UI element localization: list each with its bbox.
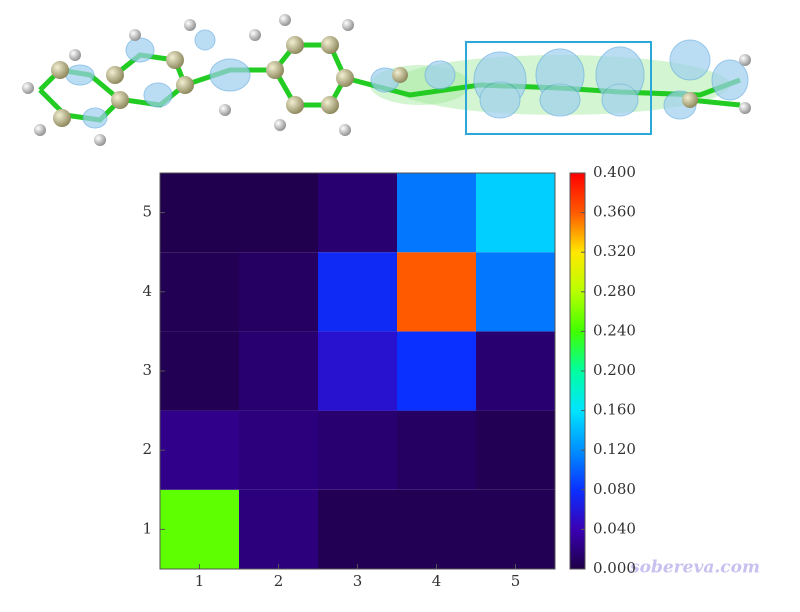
heatmap-cell bbox=[397, 410, 476, 490]
molecule-illustration bbox=[22, 14, 751, 146]
x-tick-label: 5 bbox=[511, 572, 521, 590]
heatmap-cell bbox=[476, 331, 555, 411]
heatmap-cell bbox=[476, 410, 555, 490]
colorbar-tick-label: 0.000 bbox=[593, 559, 636, 577]
heatmap-cell bbox=[318, 252, 397, 332]
colorbar-tick-label: 0.320 bbox=[593, 242, 636, 260]
watermark: sobereva.com bbox=[629, 558, 760, 578]
y-tick-label: 1 bbox=[142, 519, 152, 537]
heatmap-cell bbox=[160, 252, 239, 332]
heatmap-cell bbox=[318, 410, 397, 490]
colorbar-tick-label: 0.200 bbox=[593, 361, 636, 379]
colorbar-tick-label: 0.080 bbox=[593, 480, 636, 498]
heatmap-cell bbox=[160, 331, 239, 411]
heatmap-cell bbox=[160, 489, 239, 569]
y-tick-label: 2 bbox=[142, 440, 152, 458]
heatmap-cell bbox=[160, 173, 239, 253]
heatmap-cell bbox=[397, 489, 476, 569]
heatmap-cell bbox=[239, 410, 318, 490]
heatmap-cell bbox=[318, 489, 397, 569]
x-tick-label: 1 bbox=[195, 572, 205, 590]
x-tick-label: 3 bbox=[353, 572, 363, 590]
heatmap-cell bbox=[476, 489, 555, 569]
colorbar-tick-label: 0.040 bbox=[593, 519, 636, 537]
heatmap-cell bbox=[476, 252, 555, 332]
colorbar-tick-label: 0.280 bbox=[593, 282, 636, 300]
heatmap-cell bbox=[397, 252, 476, 332]
heatmap-cell bbox=[318, 331, 397, 411]
colorbar-tick-label: 0.360 bbox=[593, 203, 636, 221]
heatmap-cell bbox=[397, 331, 476, 411]
x-tick-label: 4 bbox=[432, 572, 442, 590]
colorbar-tick-label: 0.240 bbox=[593, 321, 636, 339]
y-tick-label: 4 bbox=[142, 282, 152, 300]
heatmap-cell bbox=[239, 331, 318, 411]
heatmap-cell bbox=[397, 173, 476, 253]
heatmap-cell bbox=[239, 252, 318, 332]
heatmap-cell bbox=[239, 489, 318, 569]
colorbar-tick-label: 0.400 bbox=[593, 163, 636, 181]
colorbar-tick-label: 0.120 bbox=[593, 440, 636, 458]
heatmap-cell bbox=[476, 173, 555, 253]
x-tick-label: 2 bbox=[274, 572, 284, 590]
heatmap-cell bbox=[239, 173, 318, 253]
heatmap-cell bbox=[318, 173, 397, 253]
heatmap-cell bbox=[160, 410, 239, 490]
colorbar-tick-label: 0.160 bbox=[593, 401, 636, 419]
y-tick-label: 5 bbox=[142, 203, 152, 221]
y-tick-label: 3 bbox=[142, 361, 152, 379]
